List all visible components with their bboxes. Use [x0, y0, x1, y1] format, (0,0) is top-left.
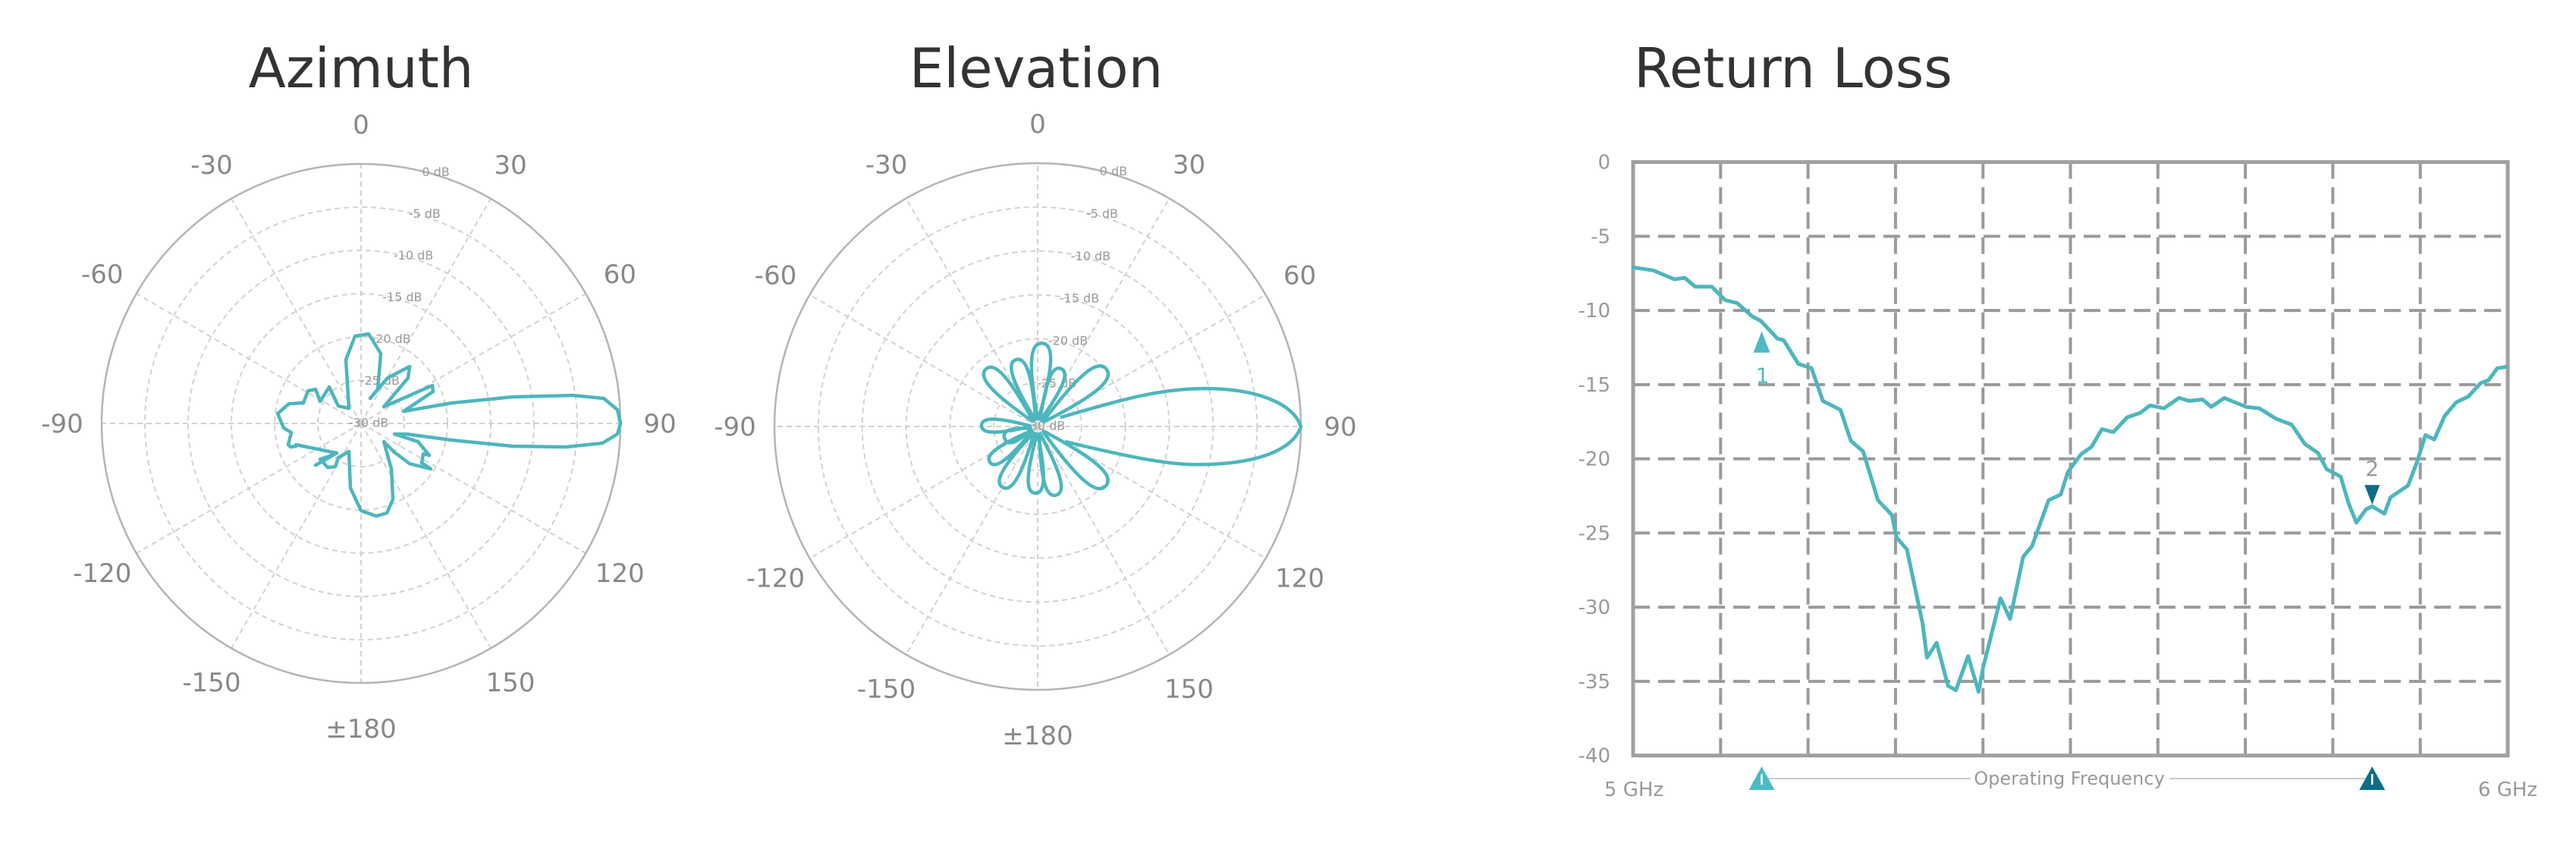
azimuth-spoke [360, 423, 586, 554]
elevation-db-label: -20 dB [1048, 334, 1088, 348]
azimuth-spoke [136, 423, 362, 554]
azimuth-angle-label: 60 [604, 260, 636, 290]
return-loss-line-chart: 0 -5 -10 -15 -20 -25 -30 -35 -40 1 2 Operating Freq… [1579, 152, 2538, 801]
elevation-spoke [1037, 197, 1170, 427]
marker-2-label: 2 [2365, 456, 2379, 481]
elevation-angle-label: 90 [1324, 412, 1356, 442]
rl-y-tick-label: -30 [1579, 596, 1610, 619]
elevation-side-lobe [997, 430, 1037, 490]
elevation-side-lobe [1009, 357, 1038, 422]
azimuth-angle-label: -120 [73, 559, 131, 589]
elevation-angle-label: 120 [1275, 564, 1324, 594]
azimuth-polar-chart: 0 30 60 90 120 150 ±180 -150 -120 -90 -60 -30 0 dB -5… [41, 110, 676, 744]
marker-1-up-triangle-icon [1753, 331, 1770, 353]
elevation-ring [993, 382, 1082, 471]
elevation-spoke [905, 197, 1038, 427]
elevation-angle-label: 30 [1173, 149, 1205, 180]
azimuth-angle-label: 150 [486, 668, 536, 698]
azimuth-spoke [231, 423, 362, 649]
elevation-spoke [1037, 426, 1170, 656]
azimuth-angle-label: -150 [182, 668, 240, 698]
elevation-db-label: -10 dB [1071, 249, 1111, 263]
azimuth-db-label: 0 dB [422, 165, 449, 179]
azimuth-spoke [136, 293, 362, 424]
rl-y-tick-label: -20 [1579, 448, 1610, 471]
elevation-spoke [1037, 426, 1267, 559]
return-loss-title: Return Loss [1634, 36, 1952, 100]
elevation-side-lobe [1002, 426, 1034, 445]
elevation-spoke [809, 294, 1038, 427]
azimuth-angle-label: ±180 [325, 714, 396, 744]
rl-y-tick-label: -10 [1579, 300, 1610, 323]
elevation-db-label: -15 dB [1060, 291, 1099, 306]
elevation-ring [949, 338, 1126, 515]
marker-1-label: 1 [1756, 363, 1770, 389]
azimuth-spoke [360, 293, 586, 424]
elevation-db-label: -5 dB [1086, 206, 1118, 221]
azimuth-spoke [231, 198, 362, 424]
elevation-angle-label: -30 [865, 149, 908, 180]
return-loss-trace [1631, 265, 2508, 694]
azimuth-pattern-trace [275, 332, 623, 518]
elevation-title: Elevation [909, 36, 1164, 100]
elevation-spoke [905, 426, 1038, 656]
operating-frequency-label: Operating Frequency [1974, 768, 2165, 789]
elevation-side-lobe [1041, 429, 1110, 491]
elevation-main-lobe [1060, 386, 1303, 467]
azimuth-spoke [360, 198, 492, 424]
azimuth-angle-label: -90 [41, 409, 83, 439]
rl-y-tick-label: -35 [1579, 671, 1610, 694]
elevation-angle-label: ±180 [1002, 721, 1073, 751]
elevation-angle-label: -60 [755, 261, 797, 291]
x-end-label: 6 GHz [2478, 779, 2537, 801]
azimuth-angle-label: 120 [595, 559, 645, 589]
azimuth-spoke [360, 423, 492, 649]
azimuth-angle-label: 90 [643, 409, 676, 439]
elevation-angle-label: 150 [1164, 675, 1214, 705]
elevation-db-label: 0 dB [1100, 164, 1127, 178]
azimuth-db-label: -10 dB [394, 248, 433, 263]
azimuth-angle-label: 0 [353, 110, 369, 140]
rl-y-tick-label: -15 [1579, 374, 1610, 397]
elevation-angle-label: -120 [746, 564, 805, 594]
elevation-angle-label: -150 [857, 675, 916, 705]
elevation-side-lobe [1038, 367, 1067, 422]
azimuth-ring [317, 379, 405, 467]
rl-y-tick-label: -5 [1591, 225, 1610, 248]
azimuth-db-label: -5 dB [409, 206, 441, 221]
elevation-side-lobe [1037, 431, 1063, 498]
elevation-db-label: -30 dB [1026, 418, 1065, 433]
azimuth-angle-label: -30 [190, 150, 233, 181]
azimuth-db-label: -20 dB [371, 332, 410, 346]
elevation-angle-label: -90 [714, 412, 756, 442]
elevation-side-lobe [1041, 364, 1111, 424]
elevation-angle-label: 60 [1283, 261, 1316, 291]
azimuth-angle-label: 30 [494, 150, 526, 181]
elevation-polar-chart: 0 30 60 90 120 150 ±180 -150 -120 -90 -60 -30 0 dB -5… [714, 109, 1356, 751]
elevation-side-lobe [982, 365, 1035, 423]
azimuth-db-label: -15 dB [382, 290, 422, 304]
elevation-spoke [1037, 294, 1267, 427]
azimuth-db-label: -30 dB [349, 415, 388, 430]
azimuth-angle-label: -60 [81, 260, 124, 290]
elevation-side-lobe [987, 428, 1035, 467]
rl-plot-frame [1631, 160, 2510, 758]
rl-y-tick-label: -25 [1579, 522, 1610, 545]
x-start-label: 5 GHz [1604, 779, 1663, 801]
azimuth-ring [144, 206, 578, 640]
rl-y-tick-label: 0 [1597, 152, 1610, 175]
rl-y-tick-label: -40 [1579, 745, 1610, 768]
elevation-angle-label: 0 [1029, 109, 1046, 140]
marker-2-down-triangle-icon [2364, 485, 2380, 505]
elevation-spoke [809, 426, 1038, 559]
azimuth-title: Azimuth [248, 36, 474, 100]
